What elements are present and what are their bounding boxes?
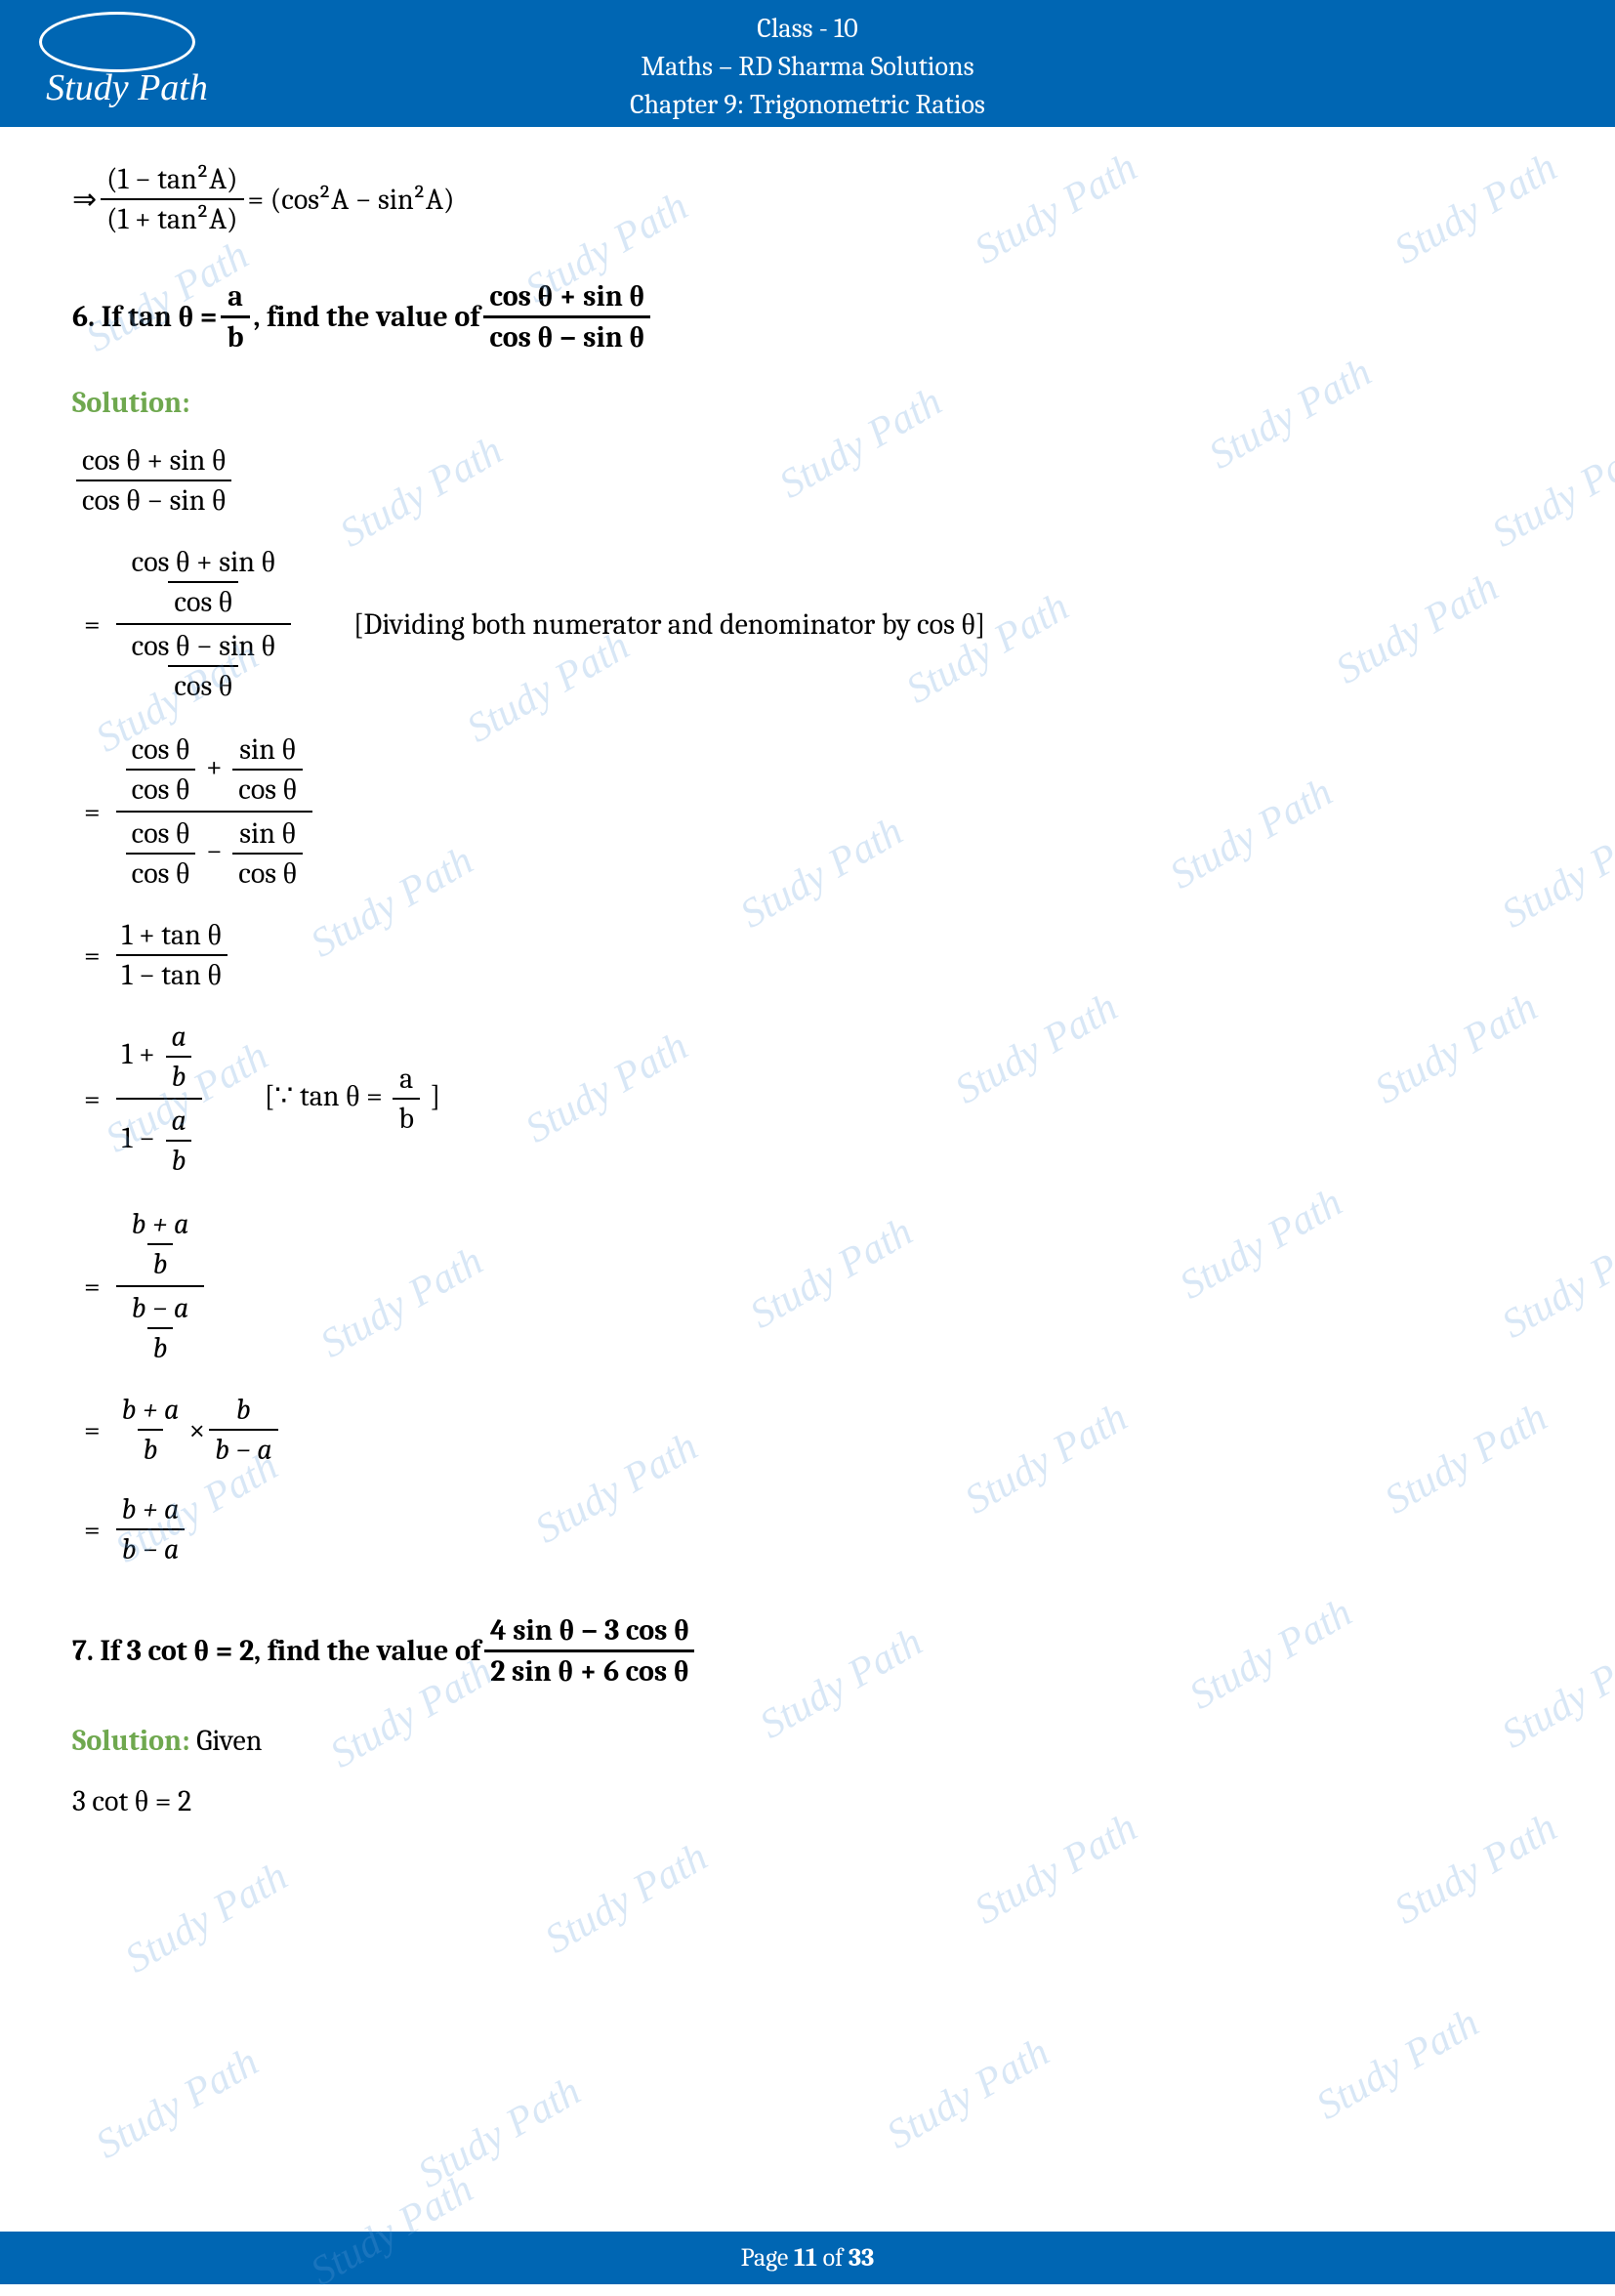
solution-6-label: Solution: — [72, 386, 1556, 420]
q6-frac-den: b — [221, 315, 249, 356]
s6-s1-num: cos θ + sin θ — [76, 441, 231, 480]
s6-step5: = 1 + ab 1 − ab [∵ tan θ = ab ] — [72, 1016, 1556, 1182]
s6-s4-num: 1 + tan θ — [116, 916, 228, 954]
s7-line1: 3 cot θ = 2 — [72, 1772, 1556, 1830]
footer-pre: Page — [741, 2243, 794, 2273]
question-6: 6. If tan θ = a b , find the value of co… — [72, 277, 1556, 356]
s6-step8: = b + ab − a — [72, 1490, 1556, 1568]
s6-step6: = b + ab b − ab — [72, 1203, 1556, 1369]
frac-den: (1 + tan²A) — [101, 198, 243, 238]
solution-7-label: Solution: — [72, 1724, 190, 1758]
s6-s1-den: cos θ − sin θ — [76, 480, 231, 520]
equation-continued: ⇒ (1 − tan²A) (1 + tan²A) = (cos²A − sin… — [72, 160, 1556, 238]
footer-total-pages: 33 — [849, 2243, 874, 2273]
q6-expr-num: cos θ + sin θ — [483, 277, 650, 315]
page-header: Study Path Class - 10 Maths – RD Sharma … — [0, 0, 1615, 127]
solution-7-row: Solution: Given — [72, 1724, 1556, 1758]
s6-step7: = b + ab × bb − a — [72, 1391, 1556, 1469]
header-subject: Maths – RD Sharma Solutions — [0, 48, 1615, 86]
page-content: ⇒ (1 − tan²A) (1 + tan²A) = (cos²A − sin… — [0, 127, 1615, 1830]
watermark: Study Path — [117, 1853, 296, 1983]
s6-step5-note: [∵ tan θ = ab ] — [265, 1060, 440, 1138]
arrow-symbol: ⇒ — [72, 183, 97, 217]
footer-mid: of — [817, 2243, 849, 2273]
s6-s2-dn: cos θ − sin θ — [126, 627, 281, 665]
brand-logo: Study Path — [29, 12, 225, 119]
q6-prefix: 6. If tan θ = — [72, 300, 217, 334]
s6-s2-nd: cos θ — [168, 581, 238, 621]
watermark: Study Path — [88, 2038, 267, 2168]
q6-frac-num: a — [222, 277, 249, 315]
q6-mid: , find the value of — [254, 300, 480, 334]
page-footer: Page 11 of 33 — [0, 2232, 1615, 2284]
q7-prefix: 7. If 3 cot θ = 2, find the value of — [72, 1634, 480, 1668]
s6-step2-note: [Dividing both numerator and denominator… — [353, 607, 985, 642]
header-chapter: Chapter 9: Trigonometric Ratios — [0, 86, 1615, 124]
header-class: Class - 10 — [0, 10, 1615, 48]
s6-s2-nn: cos θ + sin θ — [126, 543, 281, 581]
solution-label: Solution: — [72, 386, 190, 420]
s6-step4: = 1 + tan θ 1 − tan θ — [72, 916, 1556, 994]
s6-step3: = cos θcos θ + sin θcos θ cos θcos θ − s… — [72, 729, 1556, 895]
footer-current-page: 11 — [794, 2243, 817, 2273]
equation-rhs: = (cos²A − sin²A) — [248, 183, 455, 217]
q7-expr-den: 2 sin θ + 6 cos θ — [484, 1649, 694, 1691]
s6-step1: cos θ + sin θ cos θ − sin θ — [72, 441, 1556, 520]
s6-s4-den: 1 − tan θ — [116, 954, 228, 994]
watermark: Study Path — [537, 1833, 716, 1963]
s6-s2-dd: cos θ — [168, 665, 238, 705]
q7-expr-num: 4 sin θ − 3 cos θ — [484, 1611, 695, 1649]
brand-logo-text: Study Path — [29, 66, 225, 109]
q6-expr-den: cos θ − sin θ — [483, 315, 650, 356]
watermark: Study Path — [410, 2067, 589, 2197]
s7-given: Given — [196, 1724, 262, 1758]
watermark: Study Path — [1308, 1999, 1487, 2129]
frac-num: (1 − tan²A) — [101, 160, 243, 198]
watermark: Study Path — [879, 2028, 1057, 2158]
s6-step2: = cos θ + sin θ cos θ cos θ − sin θ cos … — [72, 541, 1556, 707]
question-7: 7. If 3 cot θ = 2, find the value of 4 s… — [72, 1611, 1556, 1691]
